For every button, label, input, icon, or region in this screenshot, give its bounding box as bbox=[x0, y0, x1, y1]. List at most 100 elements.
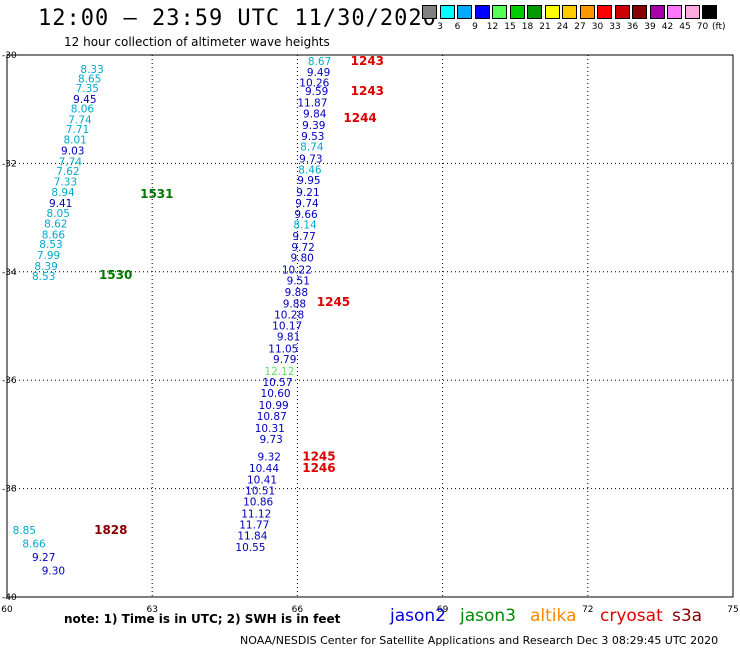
wave-height-value: 9.77 bbox=[292, 231, 315, 243]
wave-height-value: 8.05 bbox=[47, 208, 70, 220]
note-text: note: 1) Time is in UTC; 2) SWH is in fe… bbox=[64, 612, 341, 626]
wave-height-value: 9.81 bbox=[277, 331, 300, 343]
wave-height-value: 8.62 bbox=[44, 219, 67, 231]
wave-height-value: 8.01 bbox=[63, 135, 86, 147]
satellite-s3a: s3a bbox=[672, 606, 703, 626]
wave-height-value: 8.65 bbox=[78, 73, 101, 85]
wave-height-value: 9.80 bbox=[290, 253, 313, 265]
scale-swatch bbox=[422, 5, 437, 19]
lat-tick-label: -30 bbox=[2, 51, 17, 61]
wave-height-value: 8.85 bbox=[13, 525, 36, 537]
scale-label: 27 bbox=[574, 22, 586, 32]
scale-swatch bbox=[614, 5, 630, 19]
scale-label: 36 bbox=[626, 22, 639, 32]
scale-unit: (ft) bbox=[712, 22, 726, 32]
scale-label: 9 bbox=[472, 22, 478, 32]
wave-height-value: 9.84 bbox=[303, 109, 327, 121]
wave-height-value: 8.06 bbox=[71, 104, 95, 116]
pass-time-label: 1246 bbox=[302, 461, 335, 475]
wave-height-value: 9.21 bbox=[296, 187, 319, 199]
wave-height-value: 9.03 bbox=[61, 145, 84, 157]
wave-height-value: 7.33 bbox=[54, 176, 77, 188]
wave-height-value: 10.87 bbox=[257, 411, 287, 423]
scale-swatch bbox=[632, 5, 647, 19]
wave-height-value: 9.73 bbox=[259, 434, 282, 446]
page-subtitle: 12 hour collection of altimeter wave hei… bbox=[64, 35, 330, 49]
wave-height-value: 9.41 bbox=[49, 198, 72, 210]
scale-swatch bbox=[474, 5, 490, 19]
scale-swatch bbox=[457, 5, 472, 19]
wave-height-value: 10.26 bbox=[299, 78, 329, 90]
lon-tick-label: 69 bbox=[437, 605, 449, 615]
lat-tick-label: -36 bbox=[2, 376, 17, 386]
wave-height-value: 9.27 bbox=[32, 552, 55, 564]
wave-height-value: 8.46 bbox=[298, 164, 322, 176]
pass-time-label: 1245 bbox=[302, 450, 335, 464]
scale-swatch bbox=[527, 5, 542, 19]
satellite-jason3: jason3 bbox=[460, 606, 516, 626]
wave-height-value: 7.74 bbox=[68, 115, 92, 127]
wave-height-value: 9.72 bbox=[291, 242, 314, 254]
lon-tick-label: 75 bbox=[727, 605, 738, 615]
scale-swatch bbox=[509, 5, 525, 19]
lat-tick-label: -34 bbox=[2, 268, 17, 278]
scale-label: 15 bbox=[504, 22, 516, 32]
page-title: 12:00 — 23:59 UTC 11/30/2020 bbox=[38, 6, 437, 31]
scale-swatch bbox=[579, 5, 595, 19]
scale-swatch bbox=[492, 5, 507, 19]
wave-height-value: 8.66 bbox=[22, 538, 46, 550]
wave-height-value: 8.67 bbox=[308, 56, 331, 68]
scale-label: 12 bbox=[486, 22, 499, 32]
wave-height-value: 7.71 bbox=[66, 124, 89, 136]
wave-height-value: 8.33 bbox=[80, 64, 103, 76]
lat-tick-label: -32 bbox=[2, 159, 17, 169]
scale-swatch bbox=[684, 5, 700, 19]
wave-height-value: 9.39 bbox=[302, 120, 325, 132]
wave-height-value: 7.35 bbox=[76, 83, 99, 95]
wave-height-value: 9.88 bbox=[285, 287, 308, 299]
wave-height-value: 9.79 bbox=[273, 354, 296, 366]
footer-credit: NOAA/NESDIS Center for Satellite Applica… bbox=[240, 634, 719, 647]
wave-height-value: 11.12 bbox=[241, 509, 271, 521]
lon-tick-label: 60 bbox=[1, 605, 13, 615]
scale-label: 30 bbox=[591, 22, 604, 32]
scale-label: 70 bbox=[696, 22, 709, 32]
wave-height-value: 11.84 bbox=[237, 530, 267, 542]
satellite-jason2: jason2 bbox=[390, 606, 446, 626]
scale-swatch bbox=[544, 5, 560, 19]
wave-height-value: 8.74 bbox=[300, 142, 324, 154]
wave-height-value: 10.51 bbox=[245, 485, 275, 497]
wave-height-value: 10.60 bbox=[261, 388, 291, 400]
scale-label: 33 bbox=[609, 22, 621, 32]
wave-height-value: 11.77 bbox=[239, 519, 269, 531]
lat-tick-label: -40 bbox=[2, 593, 17, 603]
wave-height-value: 10.22 bbox=[282, 265, 312, 277]
scale-label: 6 bbox=[454, 22, 461, 32]
pass-time-label: 1828 bbox=[94, 523, 127, 537]
wave-height-value: 10.86 bbox=[243, 497, 273, 509]
satellite-altika: altika bbox=[530, 606, 577, 626]
lon-tick-label: 66 bbox=[292, 605, 304, 615]
wave-height-value: 10.57 bbox=[262, 377, 292, 389]
scale-swatch bbox=[562, 5, 577, 19]
wave-height-value: 8.94 bbox=[51, 187, 75, 199]
wave-height-value: 8.53 bbox=[32, 271, 55, 283]
wave-height-value: 10.28 bbox=[274, 310, 304, 322]
wave-height-value: 7.99 bbox=[37, 250, 60, 262]
wave-height-value: 9.51 bbox=[287, 276, 310, 288]
wave-height-value: 10.99 bbox=[259, 400, 289, 412]
wave-height-value: 9.88 bbox=[283, 298, 306, 310]
map-frame bbox=[6, 54, 734, 598]
wave-height-value: 8.39 bbox=[34, 261, 57, 273]
wave-height-value: 8.14 bbox=[293, 220, 317, 232]
wave-height-value: 12.12 bbox=[264, 366, 294, 378]
pass-time-label: 1530 bbox=[99, 268, 132, 282]
scale-label: 39 bbox=[644, 22, 656, 32]
wave-height-value: 9.66 bbox=[294, 209, 318, 221]
wave-height-value: 9.49 bbox=[307, 67, 330, 79]
scale-label: 42 bbox=[661, 22, 674, 32]
wave-height-value: 7.62 bbox=[56, 166, 79, 178]
lat-tick-label: -38 bbox=[2, 485, 17, 495]
wave-height-value: 9.95 bbox=[297, 175, 320, 187]
